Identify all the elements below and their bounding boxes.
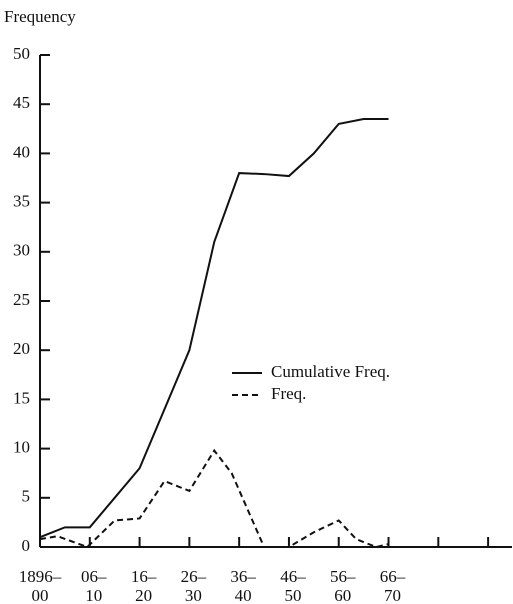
data-line <box>39 117 389 539</box>
data-line <box>39 448 389 549</box>
y-tick-label: 35 <box>13 192 30 211</box>
y-tick-label: 40 <box>13 142 30 161</box>
x-tick-label: 56– <box>330 567 356 586</box>
y-tick-label: 25 <box>13 290 30 309</box>
x-tick-label: 16– <box>131 567 157 586</box>
y-tick-label: 5 <box>22 487 31 506</box>
x-tick-label: 20 <box>135 586 152 604</box>
y-tick-label: 45 <box>13 93 30 112</box>
x-tick-label: 66– <box>380 567 406 586</box>
x-tick-label: 70 <box>384 586 401 604</box>
y-tick-label: 30 <box>13 241 30 260</box>
x-tick-label: 26– <box>181 567 207 586</box>
x-tick-label: 40 <box>235 586 252 604</box>
x-tick-label: 60 <box>334 586 351 604</box>
x-tick-label: 50 <box>284 586 301 604</box>
y-tick-label: 20 <box>13 339 30 358</box>
legend-label: Freq. <box>271 384 306 403</box>
legend-label: Cumulative Freq. <box>271 362 390 381</box>
y-tick-label: 50 <box>13 44 30 63</box>
y-tick-label: 0 <box>22 536 31 555</box>
y-tick-label: 15 <box>13 388 30 407</box>
x-tick-label: 06– <box>81 567 107 586</box>
x-tick-label: 00 <box>32 586 49 604</box>
x-tick-label: 10 <box>85 586 102 604</box>
x-tick-label: 46– <box>280 567 306 586</box>
y-axis-label: Frequency <box>4 7 76 26</box>
x-tick-label: 36– <box>230 567 256 586</box>
x-tick-label: 1896– <box>19 567 62 586</box>
y-tick-label: 10 <box>13 438 30 457</box>
x-tick-label: 30 <box>185 586 202 604</box>
